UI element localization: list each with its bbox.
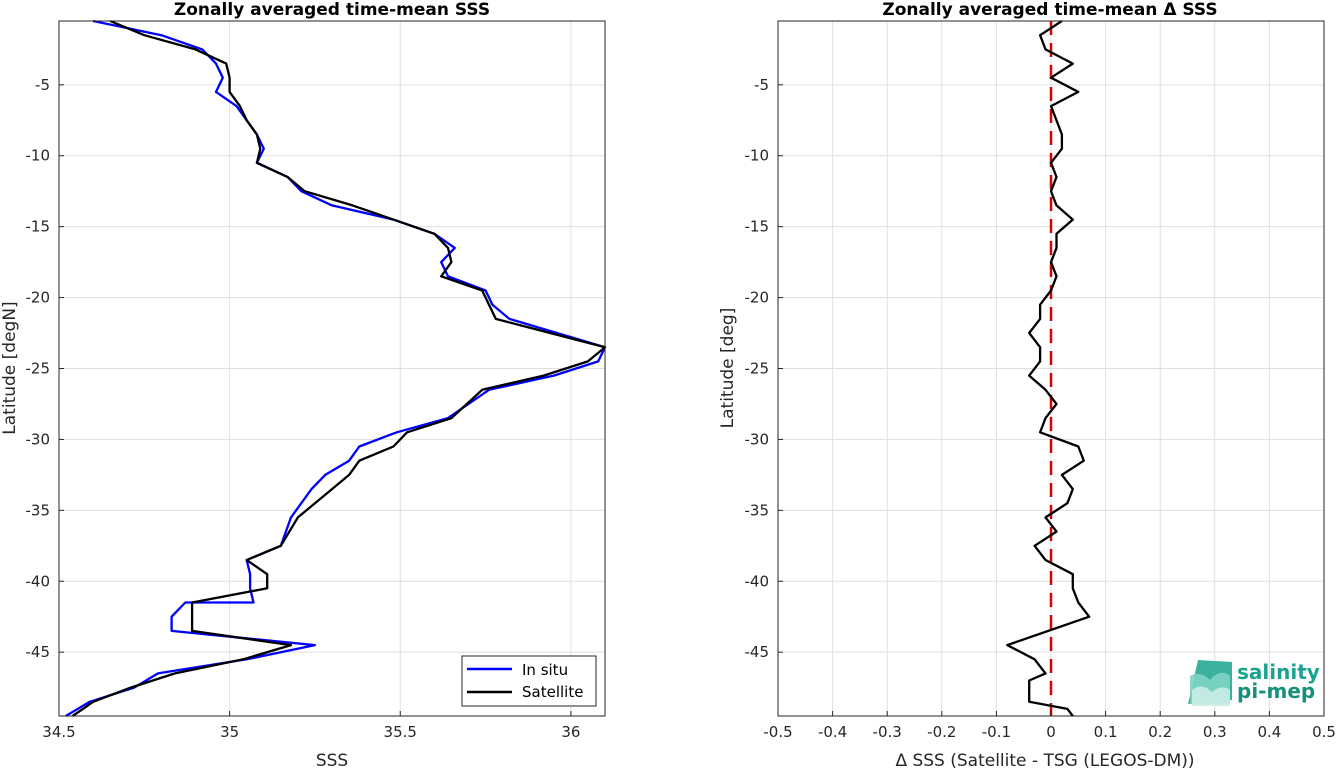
sss-chart-title: Zonally averaged time-mean SSS [174, 0, 490, 20]
y-tick-label: -40 [26, 572, 51, 590]
y-tick-label: -10 [26, 147, 51, 165]
y-tick-label: -35 [26, 501, 51, 519]
delta-sss-panel: -0.5 -0.4 -0.3 -0.2 -0.1 0 0.1 0.2 0.3 0.4 0.5 -5-… [718, 0, 1336, 769]
delta-sss-y-axis-label: Latitude [deg] [718, 308, 738, 429]
legend-box [461, 655, 597, 707]
x-tick-label: -0.2 [927, 723, 956, 741]
delta-sss-xticks: -0.5 -0.4 -0.3 -0.2 -0.1 0 0.1 0.2 0.3 0.4 0.5 [763, 711, 1336, 741]
delta-sss-chart-title: Zonally averaged time-mean Δ SSS [882, 0, 1217, 20]
y-tick-label: -40 [745, 572, 770, 590]
y-tick-label: -45 [745, 643, 770, 661]
y-tick-label: -15 [26, 218, 51, 236]
salinity-pi-mep-logo: salinity pi-mep [1188, 660, 1320, 706]
y-tick-label: -25 [26, 360, 51, 378]
x-tick-label: 34.5 [42, 723, 75, 741]
delta-sss-grid [777, 21, 1325, 716]
sss-lines [65, 19, 607, 717]
y-tick-label: -30 [26, 430, 51, 448]
sss-xticks: 34.5 35 35.5 36 [42, 711, 580, 741]
sss-panel: 34.5 35 35.5 36 -5-10-15-20-25-30-35-40-45 … [0, 0, 607, 769]
sss-x-axis-label: SSS [316, 751, 348, 769]
sss-legend: In situ Satellite [461, 655, 597, 707]
logo-wave-icon [1188, 660, 1232, 706]
y-tick-label: -35 [745, 501, 770, 519]
y-tick-label: -30 [745, 430, 770, 448]
x-tick-label: 35.5 [384, 723, 417, 741]
legend-label-satellite: Satellite [522, 683, 583, 701]
sss-series-satellite-line [71, 19, 607, 717]
x-tick-label: 0.5 [1312, 723, 1336, 741]
x-tick-label: 0.2 [1148, 723, 1172, 741]
y-tick-label: -5 [754, 76, 769, 94]
x-tick-label: 0.1 [1094, 723, 1118, 741]
x-tick-label: -0.5 [763, 723, 792, 741]
delta-sss-x-axis-label: Δ SSS (Satellite - TSG (LEGOS-DM)) [895, 751, 1194, 769]
y-tick-label: -20 [745, 289, 770, 307]
x-tick-label: 0.4 [1257, 723, 1281, 741]
x-tick-label: 0 [1046, 723, 1056, 741]
x-tick-label: -0.4 [818, 723, 847, 741]
delta-sss-series-delta-line [1006, 20, 1091, 717]
x-tick-label: 0.3 [1203, 723, 1227, 741]
sss-grid [58, 21, 605, 716]
delta-sss-yticks: -5 -10 -15 -20 -25 -30 -35 -40 -45 [745, 76, 783, 661]
y-tick-label: -10 [745, 147, 770, 165]
sss-y-axis-label: Latitude [degN] [0, 301, 20, 434]
delta-sss-lines [1006, 20, 1091, 717]
x-tick-label: 35 [220, 723, 239, 741]
logo-text-salinity: salinity [1237, 660, 1320, 684]
x-tick-label: -0.3 [873, 723, 902, 741]
x-tick-label: -0.1 [982, 723, 1011, 741]
y-tick-label: -15 [745, 218, 770, 236]
y-tick-label: -20 [26, 289, 51, 307]
x-tick-label: 36 [561, 723, 580, 741]
logo-text-pi-mep: pi-mep [1237, 679, 1315, 703]
legend-label-in-situ: In situ [522, 661, 568, 679]
y-tick-label: -25 [745, 360, 770, 378]
y-tick-label: -5 [35, 76, 50, 94]
y-tick-label: -45 [26, 643, 51, 661]
sss-yticks: -5 -10 -15 -20 -25 -30 -35 -40 -45 [26, 76, 64, 661]
